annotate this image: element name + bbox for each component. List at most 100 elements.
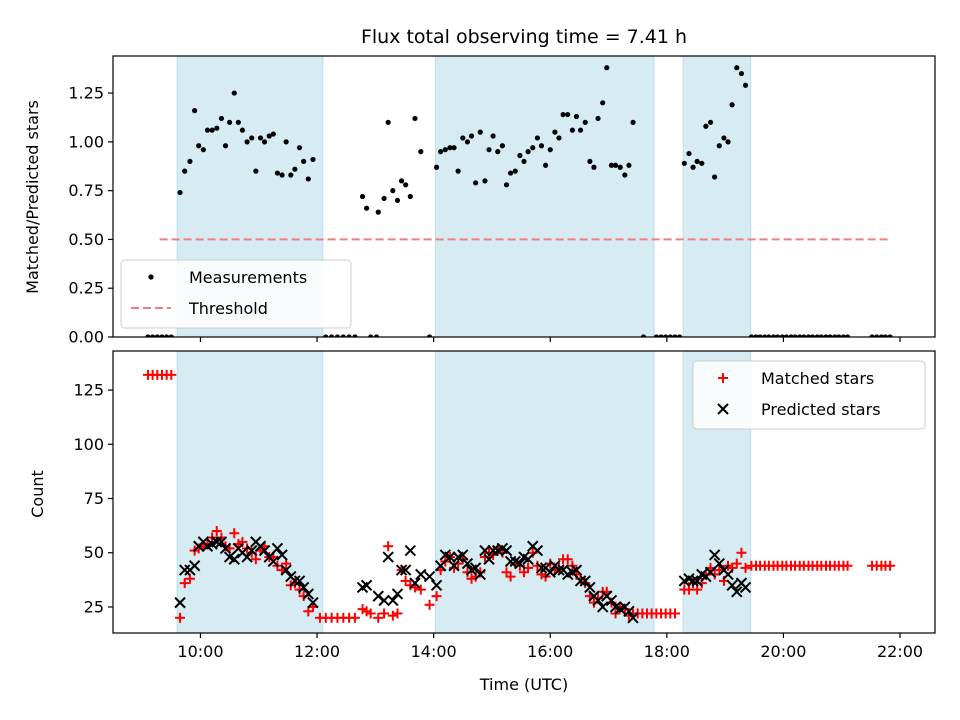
measurement-point (381, 195, 387, 202)
measurement-point (340, 334, 346, 337)
predicted-star-point (691, 575, 703, 587)
measurement-point (694, 158, 700, 164)
predicted-star-x-b (404, 544, 417, 557)
measurement-point (368, 334, 374, 337)
predicted-star-point (246, 544, 258, 557)
measurement-point (770, 334, 777, 337)
measurement-point (359, 193, 366, 200)
predicted-star-x-b (584, 581, 596, 594)
predicted-star-x-b (708, 549, 721, 561)
measurement-point (177, 189, 183, 196)
predicted-star-x-b (553, 564, 565, 576)
predicted-star-point (461, 557, 474, 570)
measurement-point (442, 147, 448, 153)
matched-star-point (736, 547, 747, 558)
y-tick-label: 0.50 (68, 230, 104, 249)
measurement-point (334, 334, 341, 337)
measurement-point (296, 145, 303, 151)
y-tick-label: 75 (84, 489, 104, 508)
predicted-star-x-b (574, 575, 587, 587)
x-tick-label: 14:00 (411, 642, 457, 661)
predicted-star-point (360, 579, 373, 591)
matched-star-point (229, 528, 240, 539)
predicted-star-point (623, 605, 635, 618)
measurement-point (823, 334, 829, 337)
predicted-star-x-b (439, 549, 452, 561)
measurement-point (451, 145, 457, 151)
measurement-point (455, 168, 461, 174)
measurement-point (187, 158, 193, 164)
predicted-star-x-b (683, 573, 695, 585)
measurement-point (473, 180, 479, 186)
predicted-star-point (267, 555, 280, 568)
x-tick-label: 12:00 (294, 642, 340, 661)
measurement-point (477, 129, 483, 135)
measurement-point (748, 334, 754, 337)
predicted-star-x-b (704, 566, 717, 578)
measurement-point (887, 334, 893, 337)
x-tick-label: 16:00 (527, 642, 573, 661)
predicted-star-point (228, 553, 240, 565)
predicted-star-x-b (469, 562, 482, 574)
predicted-star-point (430, 579, 443, 591)
predicted-star-point (504, 555, 517, 568)
predicted-star-point (457, 549, 469, 561)
predicted-star-point (387, 594, 399, 607)
measurement-point (792, 334, 798, 337)
predicted-star-point (395, 564, 408, 576)
measurement-point (403, 182, 409, 188)
predicted-star-x-b (211, 536, 223, 548)
predicted-star-point (423, 570, 436, 583)
predicted-star-point (174, 596, 186, 609)
predicted-star-point (739, 581, 752, 594)
measurement-point (734, 65, 740, 71)
matched-star-point (842, 560, 853, 571)
predicted-star-x-b (687, 575, 699, 587)
predicted-star-point (687, 575, 699, 587)
predicted-star-point (188, 560, 201, 572)
matched-star-point (453, 558, 464, 569)
predicted-star-point (570, 564, 583, 576)
predicted-star-point (487, 544, 499, 557)
measurement-point (721, 135, 727, 141)
matched-star-point (562, 554, 573, 565)
legend-entry-label: Predicted stars (761, 400, 881, 419)
measurement-point (797, 334, 803, 337)
predicted-star-point (372, 590, 384, 602)
measurement-point (667, 334, 673, 337)
predicted-star-point (404, 544, 417, 557)
predicted-star-point (579, 575, 591, 587)
bottom-x-axis-label: Time (UTC) (479, 675, 568, 694)
measurement-point (363, 205, 370, 211)
predicted-star-x-b (535, 562, 548, 574)
predicted-star-point (592, 594, 604, 607)
measurement-point (503, 182, 510, 188)
predicted-star-x-b (223, 551, 236, 563)
predicted-star-x-b (596, 601, 609, 613)
measurement-point (226, 119, 233, 125)
legend-entry-label: Measurements (189, 268, 307, 287)
predicted-star-x-b (241, 551, 253, 563)
y-tick-label: 25 (84, 597, 104, 616)
matched-star-point (532, 560, 543, 571)
measurement-point (464, 139, 471, 145)
matched-star-point (387, 610, 398, 621)
x-tick-label: 22:00 (877, 642, 923, 661)
predicted-star-point (704, 566, 717, 578)
predicted-star-x-b (722, 568, 734, 581)
measurement-point (874, 334, 880, 337)
predicted-star-x-b (514, 557, 526, 570)
measurement-point (608, 162, 615, 168)
predicted-star-x-b (696, 568, 708, 581)
predicted-star-x-b (487, 544, 499, 557)
measurement-point (712, 174, 718, 180)
measurement-point (766, 334, 772, 337)
plot-data-layer (145, 56, 893, 337)
measurement-point (266, 133, 272, 139)
measurement-point (346, 334, 352, 337)
measurement-point (253, 168, 259, 174)
y-tick-label: 1.00 (68, 132, 104, 151)
predicted-star-x-b (605, 594, 618, 607)
predicted-star-x-b (215, 536, 228, 548)
matched-star-point (179, 578, 190, 589)
